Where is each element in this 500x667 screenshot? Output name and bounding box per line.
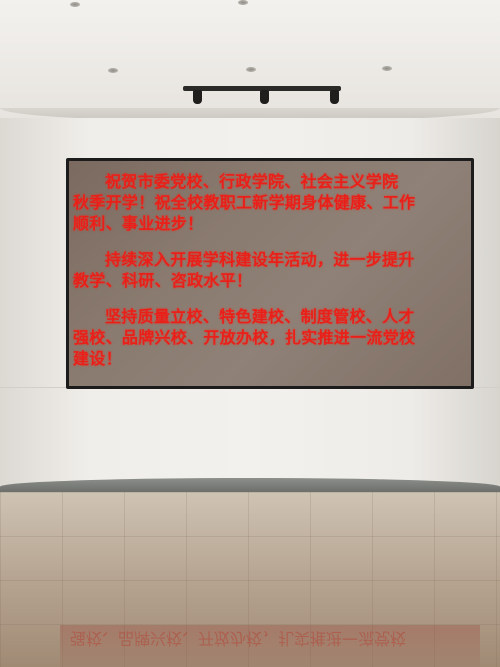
ceiling-downlight-icon [108, 68, 118, 73]
led-paragraph-discipline: 持续深入开展学科建设年活动，进一步提升 教学、科研、咨政水平！ [73, 250, 415, 290]
led-screen: 祝贺市委党校、行政学院、社会主义学院 秋季开学！祝全校教职工新学期身体健康、工作… [69, 161, 471, 386]
spotlight-icon [330, 90, 339, 104]
led-paragraph-greeting: 祝贺市委党校、行政学院、社会主义学院 秋季开学！祝全校教职工新学期身体健康、工作… [73, 172, 416, 233]
floor-tile-grid [0, 492, 500, 667]
ceiling [0, 0, 500, 118]
led-paragraph-quality: 坚持质量立校、特色建校、制度管校、人才 强校、品牌兴校、开放办校，扎实推进一流党… [73, 307, 416, 368]
ceiling-downlight-icon [70, 2, 80, 7]
ceiling-downlight-icon [238, 0, 248, 5]
floor-reflection-glow [60, 625, 480, 667]
floor-reflection-text: 强校、品牌兴校、开放办校，扎实推进一流党校 [70, 629, 407, 648]
led-message: 祝贺市委党校、行政学院、社会主义学院 秋季开学！祝全校教职工新学期身体健康、工作… [69, 171, 471, 384]
spotlight-icon [193, 90, 202, 104]
ceiling-downlight-icon [246, 67, 256, 72]
ceiling-downlight-icon [382, 66, 392, 71]
spotlight-track [183, 86, 341, 91]
spotlight-icon [260, 90, 269, 104]
floor [0, 492, 500, 667]
